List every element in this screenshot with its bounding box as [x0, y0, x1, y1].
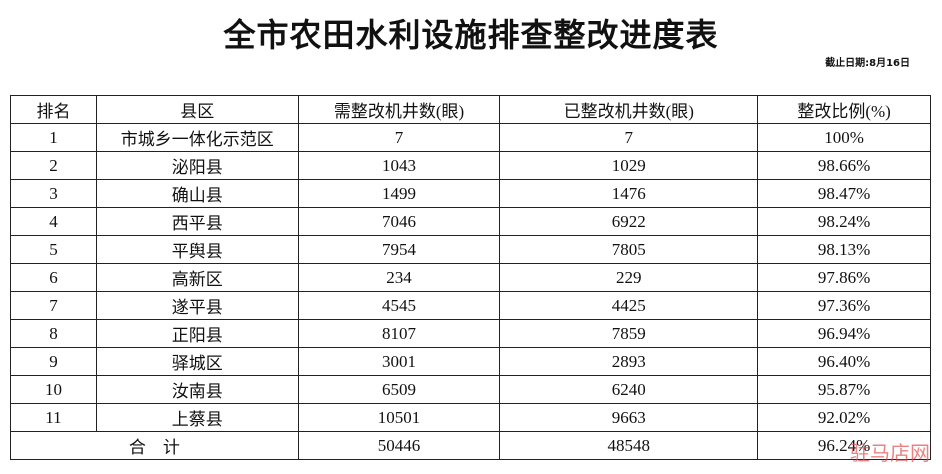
col-done: 已整改机井数(眼)	[499, 95, 759, 124]
cell-required: 8107	[297, 319, 501, 348]
cell-done: 2893	[499, 347, 759, 376]
cell-rank: 9	[10, 347, 97, 376]
cell-rank: 7	[10, 291, 97, 320]
watermark-logo: 驻马店网	[850, 441, 930, 465]
col-required: 需整改机井数(眼)	[297, 95, 501, 124]
progress-table: 排名 县区 需整改机井数(眼) 已整改机井数(眼) 整改比例(%) 1 市城乡一体…	[10, 95, 931, 460]
cell-county: 泌阳县	[95, 151, 299, 180]
cell-county: 驿城区	[95, 347, 299, 376]
total-row: 合 计 50446 48548 96.24%	[10, 431, 931, 460]
cell-rank: 3	[10, 179, 97, 208]
cell-done: 7859	[499, 319, 759, 348]
cell-ratio: 98.47%	[757, 179, 931, 208]
cell-rank: 4	[10, 207, 97, 236]
cell-ratio: 96.40%	[757, 347, 931, 376]
cell-required: 1499	[297, 179, 501, 208]
cell-required: 7954	[297, 235, 501, 264]
header-row: 排名 县区 需整改机井数(眼) 已整改机井数(眼) 整改比例(%)	[10, 95, 931, 124]
cell-done: 1476	[499, 179, 759, 208]
cell-done: 229	[499, 263, 759, 292]
cell-done: 4425	[499, 291, 759, 320]
cell-ratio: 100%	[757, 123, 931, 152]
cell-rank: 1	[10, 123, 97, 152]
cell-required: 10501	[297, 403, 501, 432]
table-row: 9 驿城区 3001 2893 96.40%	[10, 347, 931, 376]
cell-county: 汝南县	[95, 375, 299, 404]
table-row: 2 泌阳县 1043 1029 98.66%	[10, 151, 931, 180]
cell-required: 7	[297, 123, 501, 152]
cell-required: 234	[297, 263, 501, 292]
cell-ratio: 98.13%	[757, 235, 931, 264]
cell-rank: 5	[10, 235, 97, 264]
table-row: 3 确山县 1499 1476 98.47%	[10, 179, 931, 208]
cell-required: 7046	[297, 207, 501, 236]
table-row: 4 西平县 7046 6922 98.24%	[10, 207, 931, 236]
cell-ratio: 96.94%	[757, 319, 931, 348]
cell-county: 平舆县	[95, 235, 299, 264]
cell-required: 6509	[297, 375, 501, 404]
cell-done: 9663	[499, 403, 759, 432]
date-label: 截止日期:8月16日	[825, 58, 910, 69]
page-title: 全市农田水利设施排查整改进度表	[223, 16, 719, 54]
table-row: 6 高新区 234 229 97.86%	[10, 263, 931, 292]
cell-rank: 10	[10, 375, 97, 404]
cell-county: 正阳县	[95, 319, 299, 348]
cell-required: 1043	[297, 151, 501, 180]
col-county: 县区	[95, 95, 299, 124]
cell-county: 确山县	[95, 179, 299, 208]
cell-ratio: 97.86%	[757, 263, 931, 292]
cell-county: 高新区	[95, 263, 299, 292]
cell-rank: 8	[10, 319, 97, 348]
cell-ratio: 95.87%	[757, 375, 931, 404]
total-required: 50446	[297, 431, 501, 460]
cell-required: 4545	[297, 291, 501, 320]
cell-done: 7	[499, 123, 759, 152]
cell-ratio: 92.02%	[757, 403, 931, 432]
cell-ratio: 97.36%	[757, 291, 931, 320]
table-row: 5 平舆县 7954 7805 98.13%	[10, 235, 931, 264]
table-row: 11 上蔡县 10501 9663 92.02%	[10, 403, 931, 432]
total-label: 合 计	[10, 431, 299, 460]
table-row: 1 市城乡一体化示范区 7 7 100%	[10, 123, 931, 152]
cell-rank: 11	[10, 403, 97, 432]
table-row: 8 正阳县 8107 7859 96.94%	[10, 319, 931, 348]
total-done: 48548	[499, 431, 759, 460]
total-ratio: 96.24%	[757, 431, 931, 460]
table-row: 7 遂平县 4545 4425 97.36%	[10, 291, 931, 320]
cell-done: 6922	[499, 207, 759, 236]
cell-ratio: 98.24%	[757, 207, 931, 236]
cell-rank: 2	[10, 151, 97, 180]
cell-ratio: 98.66%	[757, 151, 931, 180]
cell-required: 3001	[297, 347, 501, 376]
col-rank: 排名	[10, 95, 97, 124]
cell-county: 市城乡一体化示范区	[95, 123, 299, 152]
cell-county: 遂平县	[95, 291, 299, 320]
table-row: 10 汝南县 6509 6240 95.87%	[10, 375, 931, 404]
cell-done: 7805	[499, 235, 759, 264]
cell-done: 6240	[499, 375, 759, 404]
cell-rank: 6	[10, 263, 97, 292]
cell-county: 上蔡县	[95, 403, 299, 432]
cell-county: 西平县	[95, 207, 299, 236]
cell-done: 1029	[499, 151, 759, 180]
col-ratio: 整改比例(%)	[757, 95, 931, 124]
